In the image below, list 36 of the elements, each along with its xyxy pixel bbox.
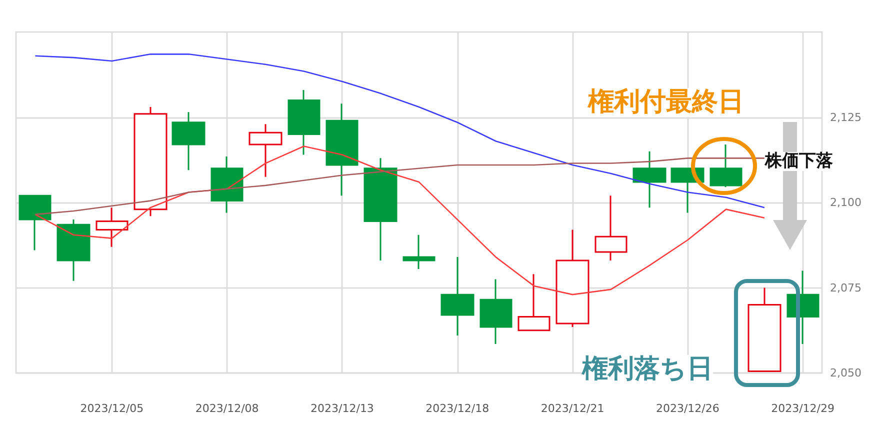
annotation: 権利付最終日 [588, 87, 744, 117]
candlestick [710, 144, 742, 188]
x-tick-label: 2023/12/26 [656, 402, 720, 415]
candlestick [96, 206, 128, 248]
x-tick-label: 2023/12/29 [771, 402, 835, 415]
candlestick [18, 194, 52, 251]
x-tick-label: 2023/12/08 [195, 402, 259, 415]
candlestick [248, 123, 282, 178]
candlestick [518, 273, 550, 332]
candlestick [440, 256, 474, 336]
candlestick [134, 106, 168, 217]
candlestick [288, 89, 320, 156]
line-series [34, 146, 766, 296]
candlestick [210, 156, 244, 214]
line-series [34, 54, 766, 208]
y-tick-label: 2,100 [830, 196, 862, 209]
y-tick-label: 2,050 [830, 366, 862, 380]
x-tick-label: 2023/12/18 [426, 402, 490, 415]
y-tick-label: 2,125 [830, 110, 862, 124]
candlestick [56, 218, 90, 282]
x-tick-label: 2023/12/21 [540, 402, 604, 415]
candlestick [326, 102, 358, 196]
line-series [34, 158, 766, 216]
candlestick [594, 194, 628, 262]
candlestick [556, 229, 590, 328]
x-tick-label: 2023/12/13 [310, 402, 374, 415]
annotation: 株価下落 [765, 151, 833, 171]
y-tick-label: 2,075 [830, 281, 862, 294]
annotation: 権利落ち日 [582, 354, 713, 384]
candlestick [364, 157, 398, 262]
x-tick-label: 2023/12/05 [80, 402, 144, 415]
candlestick [748, 287, 782, 372]
candlestick [172, 111, 206, 171]
candlestick [632, 150, 666, 208]
candlestick [480, 278, 512, 345]
candlestick [402, 234, 436, 270]
